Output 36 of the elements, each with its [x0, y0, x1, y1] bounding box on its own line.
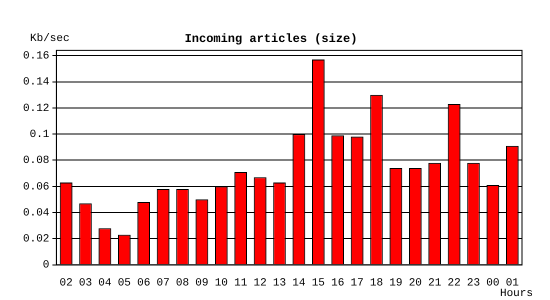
x-tick-label: 07 [156, 277, 170, 290]
x-tick-label: 06 [137, 277, 150, 290]
x-axis-title: Hours [500, 288, 533, 300]
x-tick-label: 17 [350, 277, 364, 290]
y-tick-label: 0.16 [23, 50, 50, 63]
x-tick-label: 02 [60, 277, 73, 290]
x-tick-label: 21 [428, 277, 442, 290]
x-tick-label: 20 [408, 277, 422, 290]
y-tick-label: 0.02 [23, 234, 50, 246]
x-tick-label: 15 [312, 277, 325, 290]
y-tick-label: 0.12 [23, 102, 50, 115]
y-tick-label: 0.08 [23, 155, 50, 168]
x-tick-label: 12 [254, 277, 267, 290]
x-tick-label: 00 [486, 277, 500, 290]
x-tick-label: 03 [78, 277, 92, 290]
x-tick-label: 19 [389, 277, 403, 290]
y-axis-title: Kb/sec [30, 33, 70, 45]
x-tick-label: 04 [98, 277, 112, 290]
x-tick-label: 14 [292, 277, 306, 290]
x-tick-label: 18 [370, 277, 384, 290]
y-tick-label: 0.1 [30, 128, 50, 141]
x-tick-label: 13 [272, 277, 286, 290]
x-tick-label: 05 [118, 277, 131, 290]
chart-title: Incoming articles (size) [184, 32, 358, 46]
x-tick-label: 23 [466, 277, 480, 290]
x-tick-label: 22 [448, 277, 461, 290]
x-tick-label: 08 [176, 277, 190, 290]
x-tick-label: 01 [506, 277, 520, 290]
x-tick-label: 16 [331, 277, 344, 290]
x-tick-label: 10 [214, 277, 228, 290]
x-tick-label: 09 [195, 277, 209, 290]
x-tick-label: 11 [234, 277, 248, 290]
y-tick-label: 0.06 [23, 181, 50, 194]
y-tick-label: 0.14 [23, 76, 50, 89]
y-tick-label: 0 [42, 260, 50, 272]
y-tick-label: 0.04 [23, 207, 50, 220]
